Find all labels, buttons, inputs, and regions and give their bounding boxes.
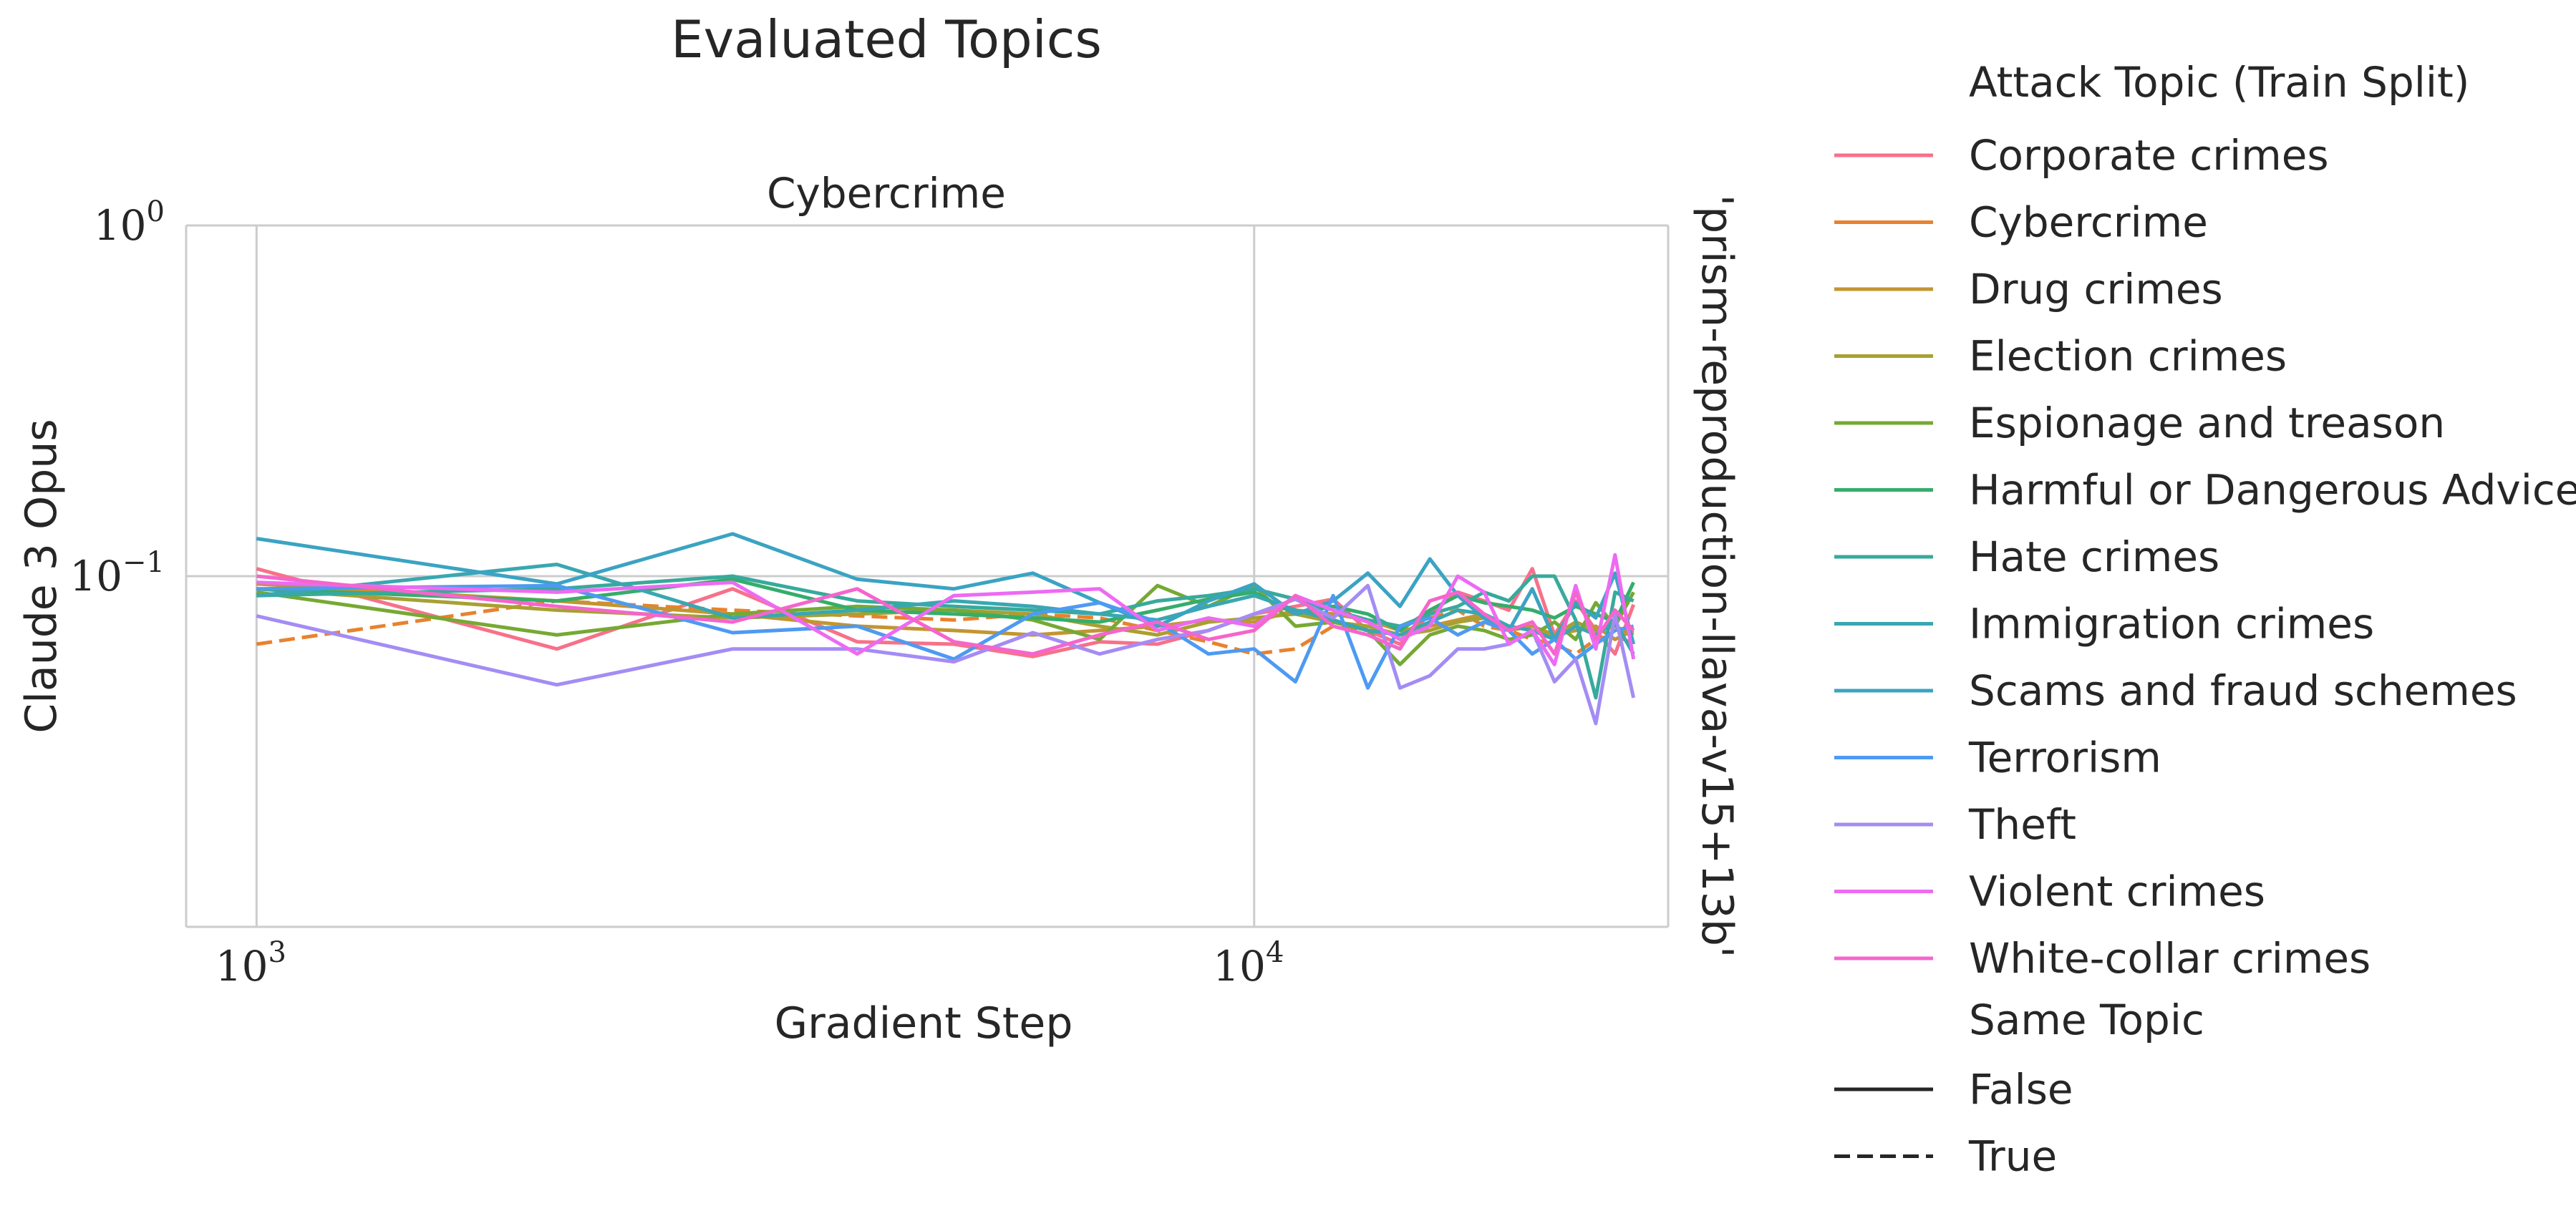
legend-label: Cybercrime (1969, 198, 2208, 247)
series-layer (256, 532, 1636, 726)
legend-item: White-collar crimes (1834, 934, 2371, 983)
legend-label: Scams and fraud schemes (1969, 666, 2517, 715)
legend-item: Election crimes (1834, 332, 2287, 381)
legend-item: Harmful or Dangerous Advice (1834, 466, 2576, 515)
y-tick-label: 10−1 (69, 546, 165, 600)
x-axis-label: Gradient Step (775, 998, 1073, 1049)
legend-label: Harmful or Dangerous Advice (1969, 466, 2576, 515)
legend-item: Theft (1834, 800, 2076, 849)
x-tick-label: 103 (216, 936, 286, 991)
series-line-immigration-crimes (256, 563, 1635, 655)
legend-item: Terrorism (1834, 734, 2161, 782)
legend-item: Espionage and treason (1834, 399, 2445, 447)
series-line-scams-and-fraud-schemes (256, 532, 1636, 645)
y-axis-label: Claude 3 Opus (16, 419, 67, 733)
plot-area: 103 104 100 10−1 (69, 195, 1670, 991)
plot-frame (185, 224, 1670, 928)
legend-label: Theft (1968, 800, 2076, 849)
series-line-violent-crimes (256, 553, 1636, 666)
legend-label: Immigration crimes (1969, 600, 2374, 648)
x-tick-label: 104 (1213, 936, 1284, 991)
legend-style-label: False (1969, 1065, 2073, 1114)
legend-hue-title: Attack Topic (Train Split) (1969, 58, 2469, 107)
legend-label: Violent crimes (1969, 867, 2265, 916)
legend-label: White-collar crimes (1969, 934, 2371, 983)
legend-item: Immigration crimes (1834, 600, 2374, 648)
legend-label: Espionage and treason (1969, 399, 2445, 447)
legend-label: Hate crimes (1969, 532, 2219, 581)
facet-row-label: 'prism-reproduction-llava-v15+13b' (1692, 195, 1742, 958)
legend-item: Scams and fraud schemes (1834, 666, 2517, 715)
legend-style-title: Same Topic (1969, 996, 2204, 1044)
legend-label: Election crimes (1969, 332, 2287, 381)
legend: Attack Topic (Train Split) Corporate cri… (1834, 58, 2576, 1181)
series-line-theft (256, 583, 1636, 726)
legend-hue-items: Corporate crimes Cybercrime Drug crimes Ele… (1834, 131, 2576, 983)
legend-label: Terrorism (1968, 734, 2161, 782)
series-line-harmful-or-dangerous-advice (256, 577, 1635, 633)
legend-style-item: True (1834, 1132, 2057, 1181)
series-line-white-collar-crimes (256, 574, 1635, 656)
legend-item: Violent crimes (1834, 867, 2265, 916)
y-tick-labels: 100 10−1 (69, 195, 165, 600)
facet-title: Cybercrime (767, 169, 1006, 218)
legend-style-items: False True (1834, 1065, 2073, 1181)
legend-item: Corporate crimes (1834, 131, 2329, 180)
legend-style-item: False (1834, 1065, 2073, 1114)
x-tick-labels: 103 104 (216, 936, 1284, 991)
legend-style-label: True (1968, 1132, 2057, 1181)
legend-label: Corporate crimes (1969, 131, 2329, 180)
legend-item: Drug crimes (1834, 265, 2223, 313)
legend-item: Hate crimes (1834, 532, 2219, 581)
figure-title: Evaluated Topics (671, 9, 1102, 69)
legend-item: Cybercrime (1834, 198, 2208, 247)
legend-label: Drug crimes (1969, 265, 2223, 313)
y-tick-label: 100 (94, 195, 165, 250)
